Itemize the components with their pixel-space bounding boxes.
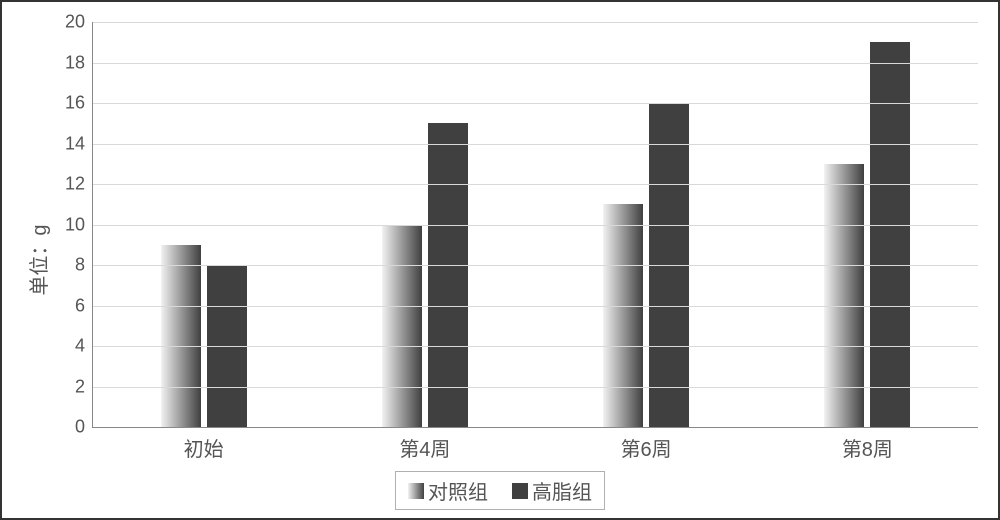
gridline — [93, 144, 978, 145]
y-tick-label: 2 — [75, 376, 93, 397]
legend-label-series-1: 高脂组 — [532, 476, 592, 505]
y-tick-label: 8 — [75, 255, 93, 276]
gridline — [93, 346, 978, 347]
gridline — [93, 103, 978, 104]
gridline — [93, 265, 978, 266]
bar-series-1 — [870, 42, 910, 427]
bar-series-0 — [382, 225, 422, 428]
bar-series-0 — [824, 164, 864, 427]
y-tick-label: 10 — [65, 214, 93, 235]
legend-label-series-0: 对照组 — [428, 476, 488, 505]
legend: 对照组 高脂组 — [395, 471, 605, 510]
gridline — [93, 306, 978, 307]
chart-figure: 单位：g 02468101214161820初始第4周第6周第8周 对照组 高脂… — [0, 0, 1000, 520]
gridline — [93, 225, 978, 226]
gridline — [93, 22, 978, 23]
y-tick-label: 12 — [65, 174, 93, 195]
legend-item-series-0: 对照组 — [408, 476, 488, 505]
legend-swatch-series-0 — [408, 483, 424, 499]
x-tick-label: 第4周 — [399, 427, 450, 462]
x-tick-label: 第8周 — [842, 427, 893, 462]
x-tick-label: 初始 — [184, 427, 224, 462]
gridline — [93, 63, 978, 64]
y-axis-title: 单位：g — [23, 224, 52, 295]
y-tick-label: 14 — [65, 133, 93, 154]
bar-series-1 — [428, 123, 468, 427]
legend-swatch-series-1 — [512, 483, 528, 499]
gridline — [93, 387, 978, 388]
y-tick-label: 18 — [65, 52, 93, 73]
plot-area: 02468101214161820初始第4周第6周第8周 — [92, 22, 978, 428]
y-tick-label: 0 — [75, 417, 93, 438]
bar-series-0 — [161, 245, 201, 427]
x-tick-label: 第6周 — [621, 427, 672, 462]
gridline — [93, 184, 978, 185]
y-tick-label: 4 — [75, 336, 93, 357]
bar-series-0 — [603, 204, 643, 427]
y-tick-label: 6 — [75, 295, 93, 316]
legend-item-series-1: 高脂组 — [512, 476, 592, 505]
y-tick-label: 16 — [65, 93, 93, 114]
y-tick-label: 20 — [65, 12, 93, 33]
